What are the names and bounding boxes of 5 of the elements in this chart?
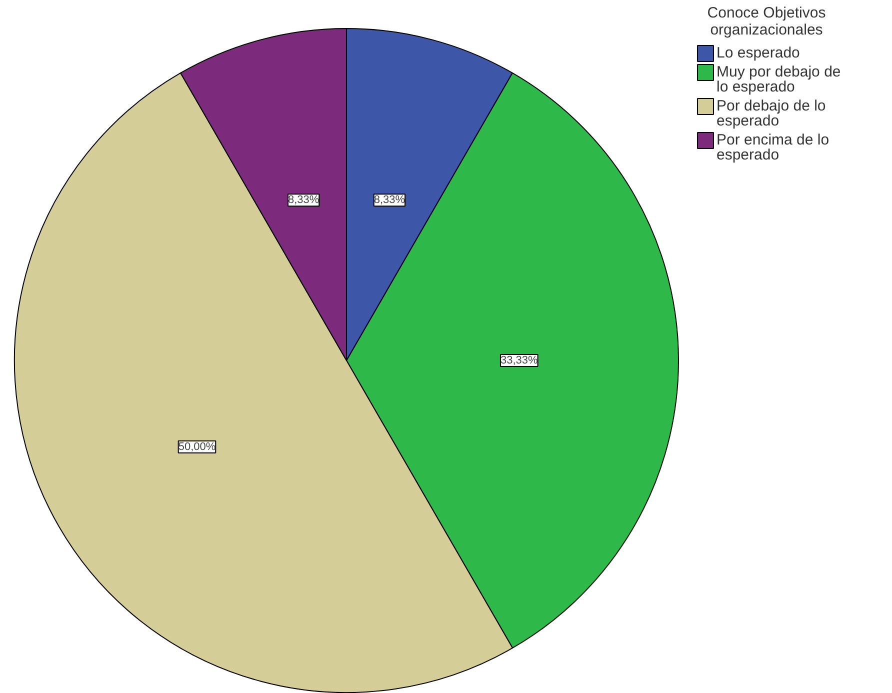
- legend-title: Conoce Objetivos organizacionales: [707, 4, 826, 38]
- legend-label: Muy por debajo de lo esperado: [716, 64, 841, 96]
- legend-label: Por debajo de lo esperado: [716, 98, 826, 130]
- legend-label: Por encima de lo esperado: [716, 132, 830, 164]
- legend-label: Lo esperado: [716, 44, 800, 62]
